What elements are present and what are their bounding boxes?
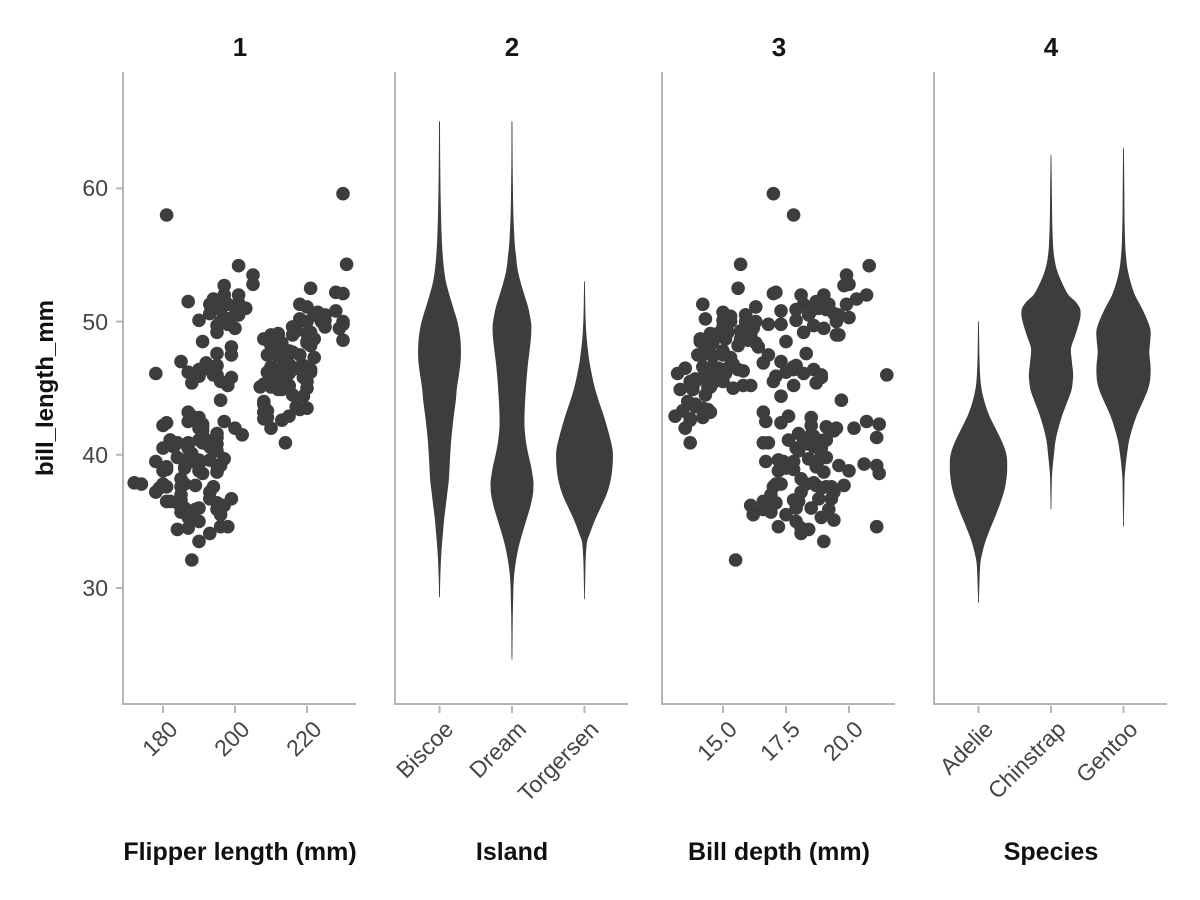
panel-title-1: 1 [232,32,248,62]
y-tick-label: 50 [82,308,108,335]
panel-title-3: 3 [771,32,787,62]
x-axis-title-island: Island [475,838,549,866]
y-axis-title: bill_length_mm [32,299,59,477]
x-axis-title-flipper: Flipper length (mm) [123,838,357,866]
x-axis-title-species: Species [1003,838,1099,866]
x-axis-title-billdepth: Bill depth (mm) [688,838,870,866]
y-tick-label: 30 [82,575,108,601]
panel-title-2: 2 [504,32,520,62]
panel-title-4: 4 [1043,32,1059,62]
y-tick-label: 60 [82,175,108,202]
y-tick-label: 40 [82,441,108,468]
